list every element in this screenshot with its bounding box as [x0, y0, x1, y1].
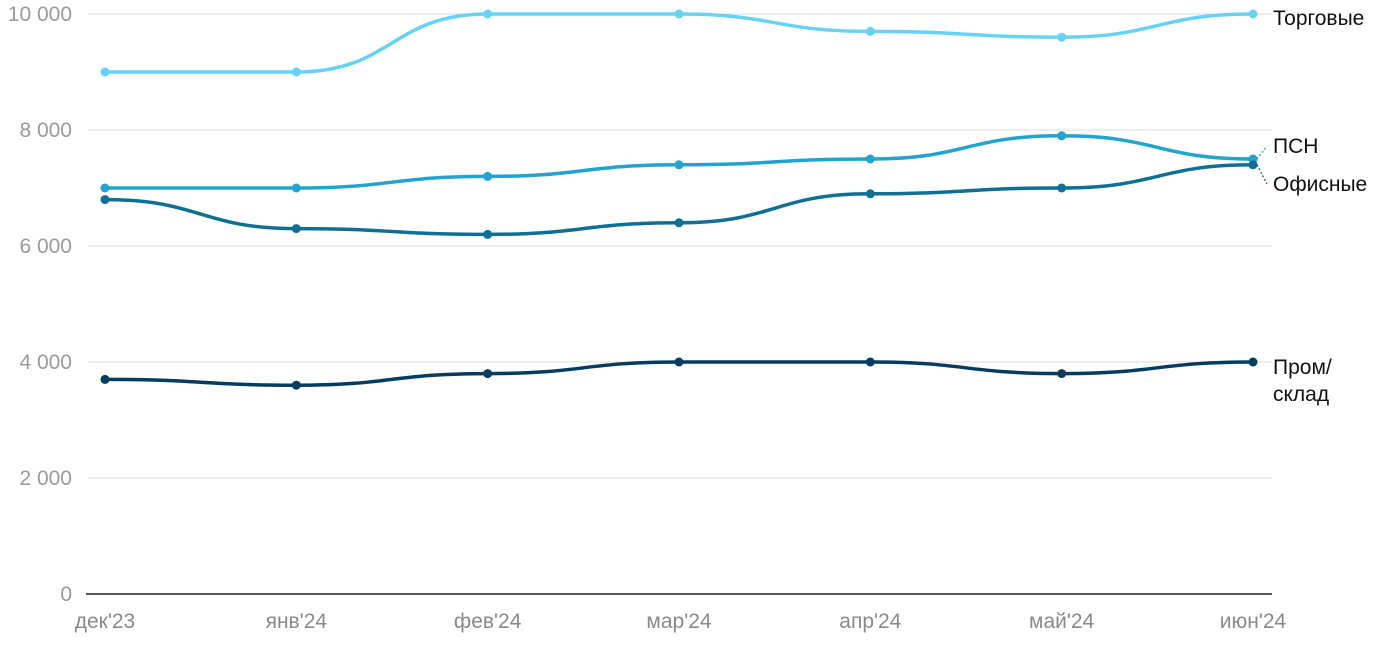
series-labels: Торговые ПСН Офисные Пром/склад	[1256, 7, 1367, 406]
x-tick-label: май'24	[1029, 610, 1095, 633]
y-tick-label: 10 000	[8, 3, 72, 26]
data-point	[483, 369, 493, 379]
series-label-line: Пром/	[1273, 356, 1332, 379]
data-point	[674, 9, 684, 19]
data-point	[1248, 357, 1258, 367]
data-point	[865, 154, 875, 164]
x-tick-label: июн'24	[1220, 610, 1287, 633]
data-point	[1057, 369, 1067, 379]
series-lines	[103, 12, 1255, 387]
series-label-line: склад	[1273, 383, 1329, 406]
data-point	[1057, 131, 1067, 141]
x-tick-label: дек'23	[75, 610, 136, 633]
data-point	[291, 183, 301, 193]
data-point	[1057, 32, 1067, 42]
data-point	[674, 218, 684, 228]
label-leader-line	[1256, 164, 1268, 185]
x-tick-label: янв'24	[266, 610, 328, 633]
data-point	[483, 229, 493, 239]
x-tick-label: мар'24	[646, 610, 711, 633]
data-point	[1057, 183, 1067, 193]
data-point	[865, 26, 875, 36]
data-point	[483, 9, 493, 19]
data-point	[291, 67, 301, 77]
series-label-line: ПСН	[1273, 135, 1318, 158]
data-point	[1248, 9, 1258, 19]
label-leader-line	[1256, 145, 1268, 160]
x-axis-ticks: дек'23 янв'24 фев'24 мар'24 апр'24 май'24 июн'…	[75, 610, 1287, 633]
data-point	[674, 357, 684, 367]
data-point	[865, 189, 875, 199]
x-tick-label: апр'24	[839, 610, 901, 633]
series-label: ПСН	[1273, 135, 1318, 158]
series-label-line: Офисные	[1273, 173, 1367, 196]
data-point	[483, 171, 493, 181]
data-point	[865, 357, 875, 367]
y-tick-label: 4 000	[19, 351, 72, 374]
series-label: Пром/склад	[1273, 356, 1332, 406]
data-point	[100, 183, 110, 193]
series-label-line: Торговые	[1273, 7, 1364, 30]
data-point	[100, 195, 110, 205]
y-tick-label: 8 000	[19, 119, 72, 142]
series-line	[103, 12, 1255, 74]
gridlines	[88, 13, 1272, 479]
series-label: Офисные	[1273, 173, 1367, 196]
y-tick-label: 6 000	[19, 235, 72, 258]
data-point	[674, 160, 684, 170]
series-label: Торговые	[1273, 7, 1364, 30]
data-point	[100, 67, 110, 77]
data-point	[291, 380, 301, 390]
x-tick-label: фев'24	[454, 610, 522, 633]
data-point	[1248, 160, 1258, 170]
y-axis-ticks: 0 2 000 4 000 6 000 8 000 10 000	[8, 3, 72, 606]
series-points	[100, 9, 1258, 390]
data-point	[100, 374, 110, 384]
data-point	[291, 224, 301, 234]
y-tick-label: 0	[60, 583, 72, 606]
y-tick-label: 2 000	[19, 467, 72, 490]
